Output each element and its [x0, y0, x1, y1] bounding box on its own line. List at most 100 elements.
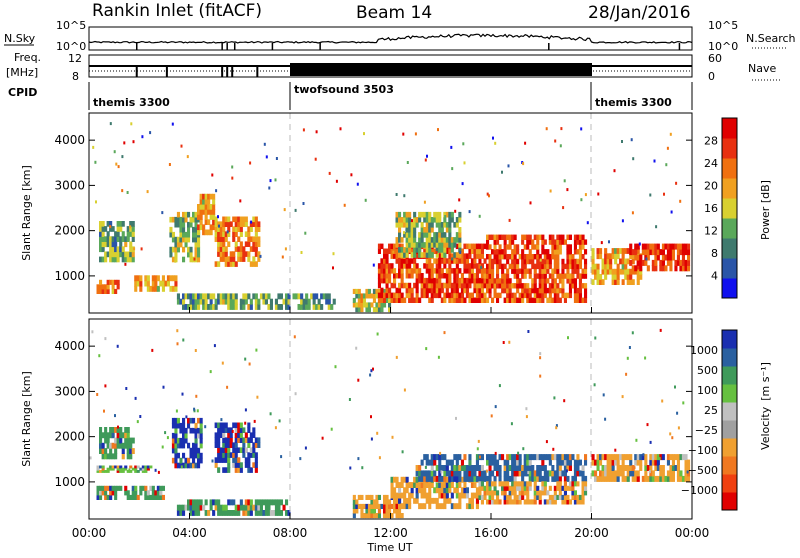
- heatmap-cell: [523, 485, 527, 491]
- heatmap-cell: [418, 268, 422, 274]
- heatmap-cell: [591, 263, 595, 270]
- heatmap-cell: [528, 470, 532, 477]
- heatmap-cell: [129, 470, 133, 473]
- heatmap-cell: [89, 456, 92, 460]
- heatmap-cell: [516, 268, 520, 274]
- heatmap-cell: [568, 283, 572, 289]
- heatmap-cell: [428, 211, 432, 218]
- heatmap-cell: [455, 297, 459, 303]
- heatmap-cell: [435, 475, 439, 482]
- heatmap-cell: [199, 499, 203, 506]
- heatmap-cell: [528, 292, 532, 299]
- heatmap-cell: [580, 198, 583, 202]
- heatmap-cell: [561, 239, 565, 245]
- heatmap-cell: [217, 221, 221, 227]
- heatmap-cell: [563, 499, 567, 505]
- heatmap-cell: [496, 273, 500, 279]
- heatmap-cell: [496, 258, 500, 265]
- heatmap-cell: [566, 459, 570, 466]
- heatmap-cell: [521, 485, 525, 491]
- heatmap-cell: [483, 490, 487, 496]
- heatmap-cell: [405, 211, 409, 218]
- heatmap-cell: [501, 481, 505, 487]
- heatmap-cell: [315, 293, 319, 300]
- heatmap-cell: [126, 442, 130, 449]
- heatmap-cell: [543, 249, 547, 255]
- heatmap-cell: [559, 144, 562, 148]
- heatmap-cell: [126, 470, 130, 473]
- heatmap-cell: [445, 482, 449, 488]
- heatmap-cell: [558, 278, 562, 284]
- heatmap-cell: [463, 243, 467, 250]
- heatmap-cell: [197, 304, 201, 310]
- heatmap-cell: [395, 497, 399, 504]
- heatmap-cell: [218, 224, 220, 228]
- heatmap-cell: [425, 459, 429, 466]
- heatmap-cell: [99, 226, 103, 232]
- heatmap-cell: [563, 273, 567, 279]
- heatmap-cell: [450, 482, 454, 488]
- heatmap-cell: [267, 504, 271, 511]
- heatmap-cell: [413, 232, 417, 238]
- heatmap-cell: [486, 239, 490, 245]
- heatmap-cell: [498, 470, 502, 477]
- heatmap-cell: [566, 188, 569, 192]
- heatmap-cell: [553, 292, 557, 299]
- heatmap-cell: [410, 268, 414, 274]
- heatmap-cell: [393, 497, 397, 504]
- colorbar-swatch: [722, 198, 737, 219]
- power-ylabel: Slant Range [km]: [20, 165, 33, 261]
- heatmap-cell: [149, 465, 153, 469]
- heatmap-cell: [398, 287, 402, 294]
- heatmap-cell: [555, 426, 558, 430]
- heatmap-cell: [388, 248, 392, 254]
- heatmap-cell: [511, 268, 515, 274]
- heatmap-cell: [377, 268, 381, 274]
- heatmap-cell: [400, 282, 404, 289]
- heatmap-cell: [171, 236, 175, 243]
- heatmap-cell: [202, 198, 206, 205]
- heatmap-cell: [139, 275, 143, 282]
- heatmap-cell: [239, 298, 243, 305]
- heatmap-cell: [380, 277, 384, 284]
- heatmap-cell: [174, 246, 178, 253]
- heatmap-cell: [184, 293, 188, 300]
- heatmap-cell: [450, 287, 454, 294]
- heatmap-cell: [533, 292, 537, 299]
- heatmap-cell: [525, 415, 528, 419]
- heatmap-cell: [671, 475, 675, 482]
- heatmap-cell: [516, 244, 520, 250]
- heatmap-cell: [109, 432, 113, 439]
- heatmap-cell: [109, 485, 113, 491]
- heatmap-cell: [498, 258, 502, 265]
- heatmap-cell: [121, 432, 125, 439]
- heatmap-cell: [237, 437, 241, 443]
- heatmap-cell: [247, 422, 251, 429]
- heatmap-cell: [164, 280, 168, 287]
- heatmap-cell: [227, 467, 231, 473]
- heatmap-cell: [443, 487, 447, 494]
- heatmap-cell: [426, 154, 428, 158]
- heatmap-cell: [531, 475, 535, 482]
- heatmap-cell: [624, 258, 628, 265]
- heatmap-cell: [531, 283, 535, 289]
- heatmap-cell: [219, 236, 223, 242]
- heatmap-cell: [430, 475, 434, 482]
- heatmap-cell: [111, 279, 115, 285]
- heatmap-cell: [596, 279, 600, 285]
- heatmap-cell: [483, 258, 487, 264]
- heatmap-cell: [229, 510, 233, 516]
- heatmap-cell: [459, 251, 462, 254]
- heatmap-cell: [109, 226, 113, 232]
- heatmap-cell: [121, 251, 125, 258]
- heatmap-cell: [94, 160, 97, 164]
- heatmap-cell: [444, 215, 447, 218]
- heatmap-cell: [116, 226, 120, 232]
- heatmap-cell: [219, 432, 223, 438]
- heatmap-cell: [259, 254, 262, 258]
- heatmap-cell: [448, 482, 452, 488]
- heatmap-cell: [528, 475, 532, 482]
- heatmap-cell: [491, 283, 495, 289]
- heatmap-cell: [121, 467, 125, 471]
- heatmap-cell: [395, 217, 399, 223]
